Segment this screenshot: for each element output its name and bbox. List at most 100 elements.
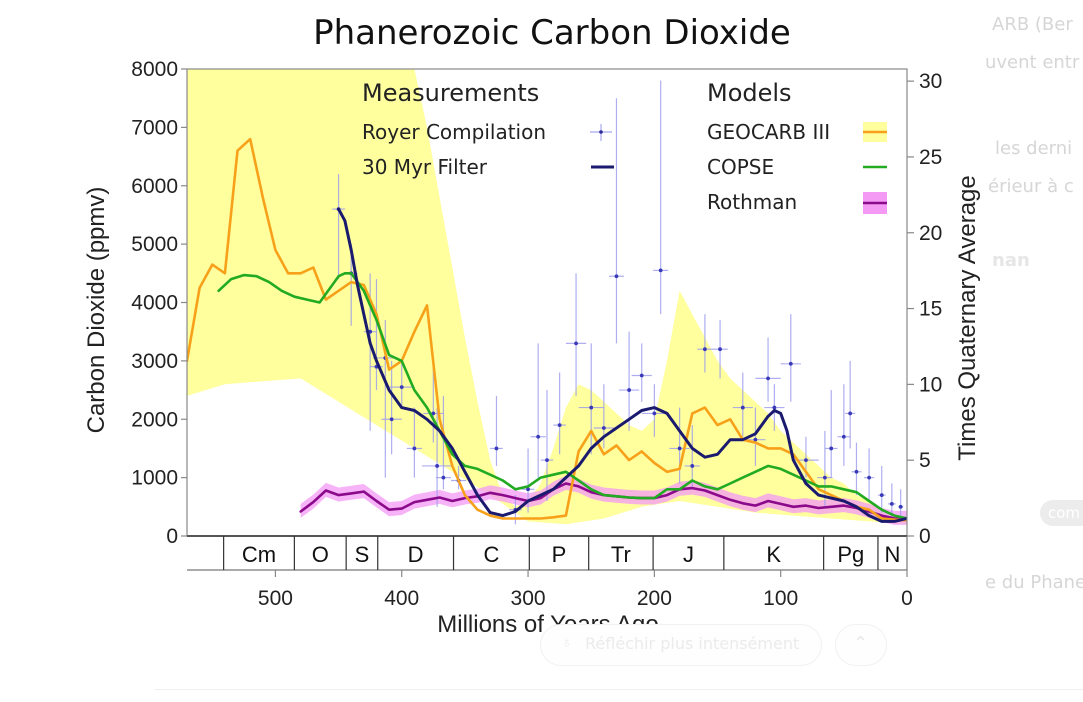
royer-point — [804, 458, 808, 463]
background-divider — [155, 689, 1083, 690]
legend: Measurements Royer Compilation 30 Myr Fi… — [362, 79, 887, 214]
legend-label-royer: Royer Compilation — [362, 120, 546, 144]
copse-line — [217, 272, 907, 520]
royer-compilation-points — [332, 80, 904, 525]
background-text-line-4: érieur à c — [988, 176, 1074, 197]
geocarb-range-band — [187, 69, 907, 525]
royer-point — [829, 446, 834, 451]
period-label-Cm: Cm — [242, 542, 276, 567]
royer-point — [898, 504, 903, 509]
legend-heading-models: Models — [707, 79, 792, 107]
y-tick-label: 3000 — [131, 350, 178, 373]
royer-point — [557, 423, 562, 427]
y-tick-label: 5000 — [131, 233, 178, 256]
legend-symbol-geocarb — [863, 122, 887, 142]
y-tick-label: 4000 — [131, 292, 178, 315]
period-label-J: J — [683, 542, 694, 567]
y-tick-label: 7000 — [131, 116, 178, 139]
royer-point — [614, 274, 619, 279]
chart-title: Phanerozoic Carbon Dioxide — [313, 13, 791, 53]
think-harder-label: Réfléchir plus intensément — [585, 634, 800, 653]
royer-point — [652, 411, 657, 416]
collapse-button[interactable]: ⌃ — [835, 624, 887, 666]
y-tick-label: 1000 — [131, 467, 178, 490]
y2-tick-label: 25 — [919, 146, 942, 169]
geologic-period-bar: Cm O S D C P Tr J K Pg N — [187, 535, 908, 571]
background-text-line-1: ARB (Ber — [992, 14, 1073, 35]
background-badge: com — [1040, 500, 1083, 526]
royer-point — [772, 405, 777, 410]
period-label-K: K — [766, 542, 781, 567]
royer-point — [788, 361, 793, 366]
y-axis-label: Carbon Dioxide (ppmv) — [83, 187, 110, 434]
background-caption-fragment: e du Phane — [985, 572, 1083, 593]
y2-axis-label: Times Quaternary Average — [954, 175, 981, 460]
lightbulb-icon: ♁ — [561, 634, 573, 651]
royer-point — [431, 411, 436, 416]
royer-point — [658, 268, 663, 273]
legend-label-copse: COPSE — [707, 155, 774, 179]
royer-point — [879, 493, 884, 498]
legend-label-rothman: Rothman — [707, 190, 797, 214]
x-tick-label: 400 — [384, 587, 419, 610]
period-label-C: C — [483, 542, 499, 567]
royer-point — [589, 405, 594, 410]
y2-tick-label: 30 — [919, 70, 942, 93]
royer-point — [627, 388, 632, 392]
geocarb-line — [187, 137, 907, 522]
royer-point — [441, 475, 446, 480]
y-tick-label: 8000 — [131, 58, 178, 81]
y-tick-label: 0 — [166, 525, 178, 548]
legend-label-geocarb: GEOCARB III — [707, 120, 830, 144]
royer-point — [677, 446, 682, 451]
royer-point — [412, 446, 417, 451]
period-label-S: S — [355, 542, 370, 567]
royer-point — [841, 434, 846, 439]
royer-point — [753, 437, 758, 442]
period-label-Pg: Pg — [837, 542, 864, 567]
royer-point — [574, 341, 578, 346]
think-harder-button[interactable]: ♁ Réfléchir plus intensément — [540, 624, 822, 666]
x-axis-ticks: 500 400 300 200 100 0 — [258, 570, 913, 610]
x-tick-label: 300 — [511, 587, 546, 610]
x-tick-label: 0 — [901, 587, 913, 610]
x-tick-label: 200 — [637, 587, 672, 610]
background-text-line-3: les derni — [995, 138, 1073, 159]
royer-point — [399, 385, 404, 390]
royer-point — [545, 458, 549, 463]
legend-label-filter: 30 Myr Filter — [362, 155, 488, 179]
rothman-range-band — [300, 475, 907, 525]
plot-area — [187, 69, 907, 525]
royer-point — [494, 446, 499, 451]
period-label-O: O — [312, 542, 329, 567]
royer-point — [854, 469, 859, 474]
royer-point — [889, 501, 894, 506]
chevron-up-icon: ⌃ — [853, 633, 869, 653]
y2-axis-ticks: 0 5 10 15 20 25 30 — [907, 70, 942, 548]
period-label-Tr: Tr — [611, 542, 631, 567]
royer-point — [536, 434, 541, 439]
royer-point — [526, 487, 530, 492]
x-tick-label: 100 — [763, 587, 798, 610]
royer-point — [740, 405, 745, 410]
royer-point — [822, 475, 827, 480]
x-tick-label: 500 — [258, 587, 293, 610]
y2-tick-label: 5 — [919, 449, 931, 472]
royer-point — [435, 464, 440, 468]
y-axis-ticks: 0 1000 2000 3000 4000 5000 6000 7000 8000 — [131, 58, 187, 548]
background-text-line-2: uvent entr — [985, 52, 1080, 73]
background-text-line-5: nan — [992, 250, 1030, 271]
plot-content — [187, 69, 907, 525]
royer-point — [867, 475, 872, 480]
royer-point — [702, 347, 707, 352]
y2-tick-label: 10 — [919, 373, 942, 396]
royer-point — [766, 376, 770, 381]
royer-point — [848, 411, 853, 416]
y-tick-label: 6000 — [131, 175, 178, 198]
royer-point — [601, 426, 606, 430]
royer-point — [690, 464, 695, 468]
y2-tick-label: 20 — [919, 222, 942, 245]
period-label-P: P — [552, 542, 567, 567]
y-tick-label: 2000 — [131, 408, 178, 431]
